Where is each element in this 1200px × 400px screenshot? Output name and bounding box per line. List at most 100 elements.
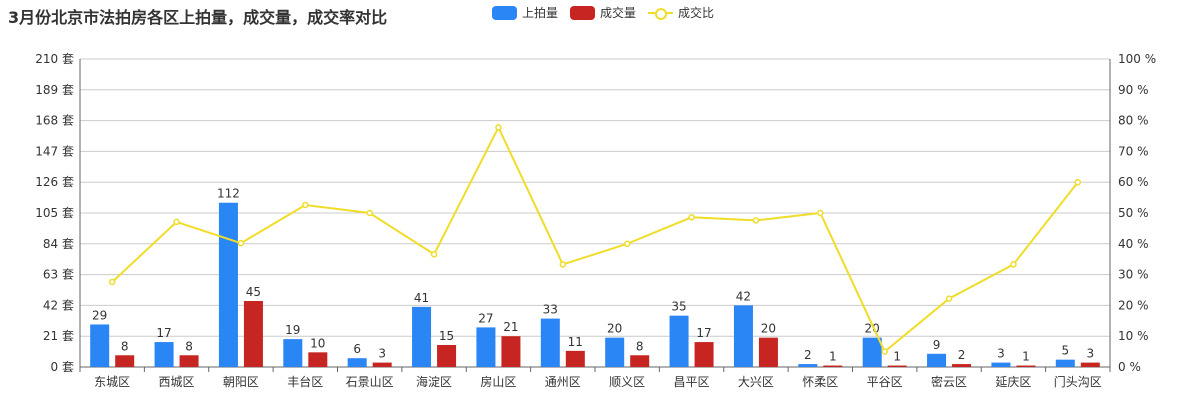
y-right-tick-label: 30 % [1118, 268, 1149, 282]
bar-value-label: 33 [543, 303, 558, 317]
chart-legend: 上拍量 成交量 成交比 [492, 4, 726, 21]
bar-value-label: 17 [156, 326, 171, 340]
x-tick-label: 昌平区 [674, 375, 710, 389]
x-tick-label: 房山区 [480, 374, 516, 389]
bar-value-label: 9 [933, 338, 941, 352]
bar-auction [798, 364, 818, 367]
y-left-tick-label: 21 套 [43, 329, 74, 343]
rate-point [623, 240, 631, 248]
legend-swatch-auction [492, 5, 517, 20]
x-tick-label: 怀柔区 [802, 375, 838, 389]
bar-value-label: 112 [217, 187, 240, 201]
bar-value-label: 2 [804, 348, 812, 362]
rate-point [237, 239, 245, 247]
bar-value-label: 5 [1061, 344, 1069, 358]
x-tick-label: 密云区 [931, 374, 967, 389]
y-left-tick-label: 210 套 [35, 52, 74, 66]
legend-item-deal[interactable]: 成交量 [570, 4, 636, 21]
bar-deal [1080, 362, 1100, 367]
legend-swatch-rate [648, 6, 674, 20]
x-tick-label: 通州区 [545, 375, 581, 389]
rate-point [881, 348, 888, 355]
bar-value-label: 17 [696, 326, 711, 340]
x-tick-label: 丰台区 [287, 374, 323, 389]
bar-value-label: 41 [414, 291, 429, 305]
rate-point [945, 295, 953, 302]
bar-value-label: 19 [285, 323, 300, 337]
bar-value-label: 3 [378, 347, 386, 361]
legend-item-auction[interactable]: 上拍量 [492, 4, 558, 21]
y-left-tick-label: 189 套 [35, 83, 74, 97]
bar-deal [887, 365, 907, 367]
bar-value-label: 11 [568, 335, 583, 349]
bar-auction [154, 342, 174, 367]
rate-point [688, 214, 695, 221]
bar-value-label: 35 [671, 300, 686, 314]
bar-value-label: 15 [439, 329, 454, 343]
y-right-tick-label: 80 % [1118, 114, 1149, 128]
y-right-tick-label: 60 % [1118, 175, 1149, 189]
bar-deal [694, 342, 714, 367]
rate-point [559, 261, 567, 268]
bar-value-label: 21 [503, 320, 518, 334]
y-left-tick-label: 105 套 [35, 206, 74, 220]
x-tick-label: 西城区 [159, 375, 195, 389]
y-right-tick-label: 50 % [1118, 206, 1149, 220]
bar-value-label: 1 [893, 350, 901, 364]
bar-deal [823, 365, 843, 367]
legend-swatch-deal [570, 5, 596, 20]
x-tick-label: 海淀区 [416, 374, 452, 389]
bar-value-label: 20 [761, 322, 776, 336]
bar-deal [179, 355, 199, 367]
bar-value-label: 27 [478, 311, 493, 325]
bar-deal [952, 364, 972, 367]
x-tick-label: 平谷区 [867, 375, 903, 389]
bar-value-label: 2 [958, 348, 966, 362]
rate-point [752, 217, 760, 224]
bar-value-label: 20 [607, 322, 622, 336]
bar-auction [605, 337, 625, 367]
rate-point [108, 278, 116, 286]
chart-title: 3月份北京市法拍房各区上拍量，成交量，成交率对比 [8, 8, 388, 27]
bar-value-label: 3 [1086, 347, 1094, 361]
bar-auction [540, 318, 560, 367]
y-left-tick-label: 42 套 [43, 298, 74, 312]
rate-point [817, 209, 824, 217]
y-right-tick-label: 70 % [1118, 144, 1149, 158]
y-left-tick-label: 63 套 [43, 268, 74, 282]
bar-deal [437, 345, 457, 367]
bar-value-label: 42 [736, 289, 751, 303]
y-left-tick-label: 147 套 [35, 144, 74, 158]
bar-auction [1055, 359, 1075, 367]
bar-auction [862, 337, 882, 367]
bar-value-label: 6 [353, 342, 361, 356]
legend-label-deal: 成交量 [600, 6, 637, 20]
bar-auction [476, 327, 496, 367]
bar-auction [669, 315, 689, 367]
bar-value-label: 3 [997, 347, 1005, 361]
bar-deal [1016, 365, 1036, 367]
bar-deal [630, 355, 650, 367]
rate-point [173, 218, 180, 226]
x-tick-label: 门头沟区 [1054, 374, 1102, 389]
legend-label-auction: 上拍量 [522, 6, 559, 20]
bar-value-label: 29 [92, 308, 107, 322]
legend-item-rate[interactable]: 成交比 [648, 4, 714, 21]
bar-auction [218, 202, 238, 367]
bar-auction [347, 358, 367, 367]
bar-auction [90, 324, 110, 367]
x-tick-label: 顺义区 [609, 375, 645, 389]
y-left-tick-label: 84 套 [43, 237, 74, 251]
bar-deal [501, 336, 521, 367]
bar-auction [991, 362, 1011, 367]
bar-value-label: 1 [829, 350, 837, 364]
y-right-tick-label: 100 % [1118, 52, 1156, 66]
y-right-tick-label: 90 % [1118, 83, 1149, 97]
y-left-tick-label: 0 套 [51, 360, 74, 374]
bar-deal [565, 350, 585, 367]
bar-deal [243, 301, 263, 367]
bar-auction [283, 339, 303, 367]
rate-line [111, 125, 1079, 354]
x-tick-label: 石景山区 [346, 375, 394, 389]
